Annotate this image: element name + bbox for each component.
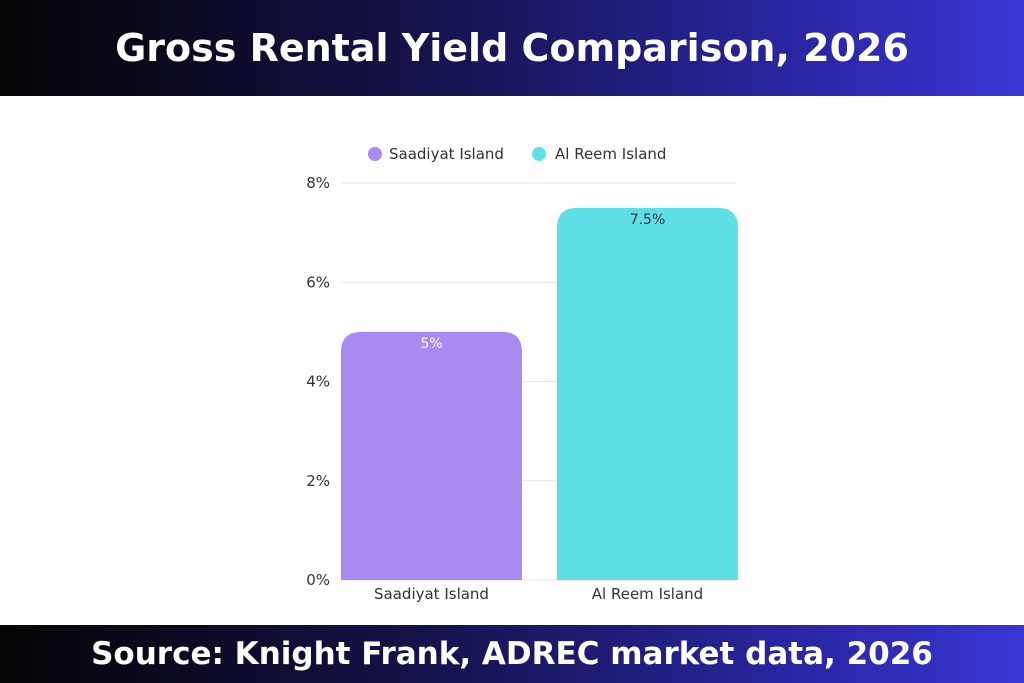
legend-label: Saadiyat Island <box>389 145 504 163</box>
bar-al-reem-island <box>557 207 738 580</box>
bar-chart: 5% 7.5% 0% 2% 4% 6% 8% Saadiyat Island Al Reem… <box>306 145 738 603</box>
x-tick-label: Al Reem Island <box>592 585 703 603</box>
data-label: 7.5% <box>630 212 666 228</box>
y-tick-label: 0% <box>306 571 330 589</box>
y-tick-label: 4% <box>306 373 330 391</box>
y-tick-label: 8% <box>306 174 330 192</box>
data-label: 5% <box>420 336 442 352</box>
x-axis: Saadiyat Island Al Reem Island <box>374 585 703 603</box>
source-note: Source: Knight Frank, ADREC market data,… <box>0 625 1024 683</box>
y-tick-label: 6% <box>306 273 330 291</box>
legend-label: Al Reem Island <box>555 145 666 163</box>
legend-swatch <box>368 147 382 161</box>
bars: 5% 7.5% <box>341 207 738 580</box>
legend: Saadiyat Island Al Reem Island <box>368 145 666 163</box>
y-axis: 0% 2% 4% 6% 8% <box>306 174 330 589</box>
legend-swatch <box>532 147 546 161</box>
y-tick-label: 2% <box>306 472 330 490</box>
x-tick-label: Saadiyat Island <box>374 585 489 603</box>
chart-title: Gross Rental Yield Comparison, 2026 <box>0 0 1024 96</box>
bar-saadiyat-island <box>341 331 522 580</box>
